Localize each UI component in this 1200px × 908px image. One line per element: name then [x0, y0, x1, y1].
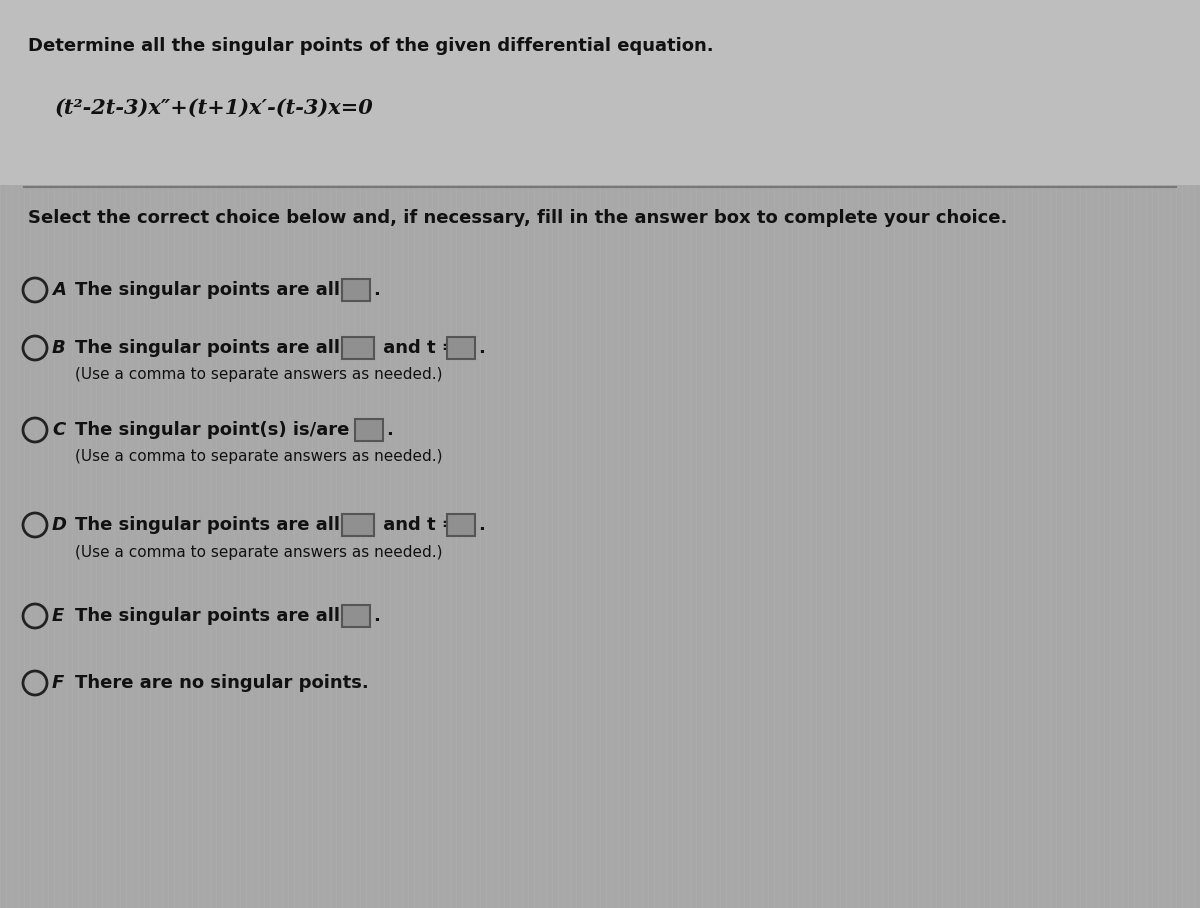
Bar	[0, 0, 1200, 185]
Text: B: B	[52, 339, 66, 357]
Text: There are no singular points.: There are no singular points.	[74, 674, 368, 692]
Text: C: C	[52, 421, 65, 439]
Text: (Use a comma to separate answers as needed.): (Use a comma to separate answers as need…	[74, 449, 443, 465]
Text: (Use a comma to separate answers as needed.): (Use a comma to separate answers as need…	[74, 545, 443, 559]
Bar	[355, 419, 383, 441]
Bar	[342, 279, 370, 301]
Text: F: F	[52, 674, 65, 692]
Bar	[342, 514, 374, 536]
Text: The singular points are all t≥: The singular points are all t≥	[74, 516, 370, 534]
Bar	[342, 605, 370, 627]
Text: The singular points are all t≤: The singular points are all t≤	[74, 339, 370, 357]
Text: .: .	[478, 516, 485, 534]
Bar	[342, 337, 374, 359]
Text: .: .	[386, 421, 392, 439]
Text: .: .	[373, 607, 380, 625]
Text: The singular points are all t≤: The singular points are all t≤	[74, 281, 370, 299]
Text: E: E	[52, 607, 65, 625]
Text: and t =: and t =	[377, 516, 463, 534]
Text: Determine all the singular points of the given differential equation.: Determine all the singular points of the…	[28, 37, 714, 55]
Text: (t²-2t-3)x″+(t+1)x′-(t-3)x=0: (t²-2t-3)x″+(t+1)x′-(t-3)x=0	[55, 98, 373, 118]
Text: The singular point(s) is/are t =: The singular point(s) is/are t =	[74, 421, 391, 439]
Text: A: A	[52, 281, 66, 299]
Bar	[446, 337, 475, 359]
Bar	[0, 0, 1200, 23]
Text: (Use a comma to separate answers as needed.): (Use a comma to separate answers as need…	[74, 368, 443, 382]
Text: The singular points are all t≥: The singular points are all t≥	[74, 607, 370, 625]
Text: and t =: and t =	[377, 339, 463, 357]
Text: D: D	[52, 516, 67, 534]
Text: Select the correct choice below and, if necessary, fill in the answer box to com: Select the correct choice below and, if …	[28, 209, 1007, 227]
Text: .: .	[373, 281, 380, 299]
Text: .: .	[478, 339, 485, 357]
Bar	[446, 514, 475, 536]
